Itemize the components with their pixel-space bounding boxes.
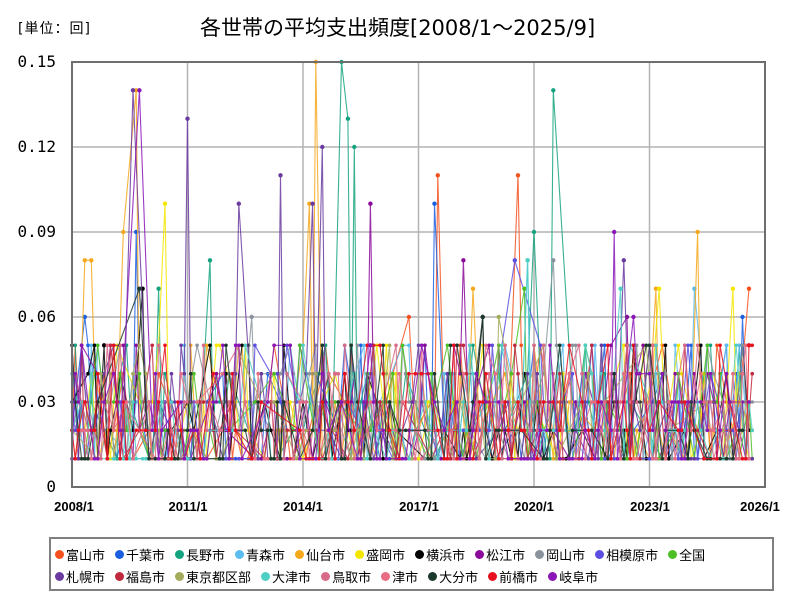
legend-swatch-icon <box>475 549 485 559</box>
x-tick: 2023/1 <box>630 499 670 514</box>
legend-swatch-icon <box>548 571 558 581</box>
legend-item: 大分市 <box>428 567 478 586</box>
legend-label: 鳥取市 <box>332 570 372 586</box>
legend-item: 全国 <box>668 545 705 564</box>
legend-swatch-icon <box>595 549 605 559</box>
legend-item: 大津市 <box>261 567 311 586</box>
legend-swatch-icon <box>115 571 125 581</box>
y-tick: 0.06 <box>17 307 56 326</box>
legend-swatch-icon <box>321 571 331 581</box>
legend-label: 仙台市 <box>306 548 346 564</box>
legend-item: 津市 <box>381 567 418 586</box>
x-tick: 2014/1 <box>283 499 323 514</box>
legend-label: 東京都区部 <box>186 570 252 586</box>
x-tick: 2011/1 <box>168 499 208 514</box>
legend-item: 富山市 <box>55 545 105 564</box>
legend-label: 横浜市 <box>426 548 466 564</box>
legend-item: 青森市 <box>235 545 285 564</box>
series-岐阜市 <box>70 88 751 461</box>
legend-swatch-icon <box>175 571 185 581</box>
legend-swatch-icon <box>115 549 125 559</box>
x-tick: 2026/1 <box>740 499 780 514</box>
legend-label: 前橋市 <box>499 570 539 586</box>
legend-item: 福島市 <box>115 567 165 586</box>
legend-label: 盛岡市 <box>366 548 406 564</box>
legend-swatch-icon <box>295 549 305 559</box>
legend-swatch-icon <box>175 549 185 559</box>
legend-item: 千葉市 <box>115 545 165 564</box>
legend-swatch-icon <box>535 549 545 559</box>
legend-label: 千葉市 <box>126 548 166 564</box>
legend-label: 相模原市 <box>606 548 659 564</box>
legend-label: 全国 <box>679 548 706 564</box>
legend-item: 札幌市 <box>55 567 105 586</box>
legend-swatch-icon <box>668 549 678 559</box>
legend-item: 横浜市 <box>415 545 465 564</box>
x-tick: 2017/1 <box>399 499 439 514</box>
legend-item: 相模原市 <box>595 545 658 564</box>
legend-item: 岡山市 <box>535 545 585 564</box>
legend-item: 長野市 <box>175 545 225 564</box>
legend-swatch-icon <box>355 549 365 559</box>
legend-item: 東京都区部 <box>175 567 251 586</box>
legend-item: 松江市 <box>475 545 525 564</box>
y-tick: 0.12 <box>17 137 56 156</box>
legend-label: 長野市 <box>186 548 226 564</box>
series-lines <box>70 59 754 461</box>
legend-swatch-icon <box>55 549 64 559</box>
y-tick: 0.15 <box>17 52 56 71</box>
chart-title: 各世帯の平均支出頻度[2008/1～2025/9] <box>200 16 596 40</box>
legend-label: 津市 <box>392 570 419 586</box>
legend-label: 大津市 <box>272 570 312 586</box>
y-tick: 0.03 <box>17 392 56 411</box>
legend-label: 岐阜市 <box>559 570 599 586</box>
legend-label: 札幌市 <box>66 570 106 586</box>
legend-label: 福島市 <box>126 570 166 586</box>
legend-swatch-icon <box>428 571 438 581</box>
legend-swatch-icon <box>55 571 64 581</box>
legend-label: 松江市 <box>486 548 526 564</box>
legend-item: 盛岡市 <box>355 545 405 564</box>
legend-swatch-icon <box>261 571 271 581</box>
legend-swatch-icon <box>235 549 245 559</box>
x-tick: 2020/1 <box>514 499 554 514</box>
legend-swatch-icon <box>415 549 425 559</box>
legend-label: 青森市 <box>246 548 286 564</box>
legend-label: 大分市 <box>439 570 479 586</box>
legend-item: 鳥取市 <box>321 567 371 586</box>
legend-item: 前橋市 <box>488 567 538 586</box>
legend-label: 富山市 <box>66 548 106 564</box>
legend-row: 札幌市 福島市 東京都区部 大津市 鳥取市 津市 大分市 前橋市 岐阜市 <box>55 566 608 586</box>
legend-item: 仙台市 <box>295 545 345 564</box>
legend-item: 岐阜市 <box>548 567 598 586</box>
legend-label: 岡山市 <box>546 548 586 564</box>
unit-label: [単位：回] <box>18 21 91 37</box>
chart-legend: 富山市 千葉市 長野市 青森市 仙台市 盛岡市 横浜市 松江市 岡山市 相模原市 全国 札幌市 福島市… <box>49 537 774 591</box>
x-tick: 2008/1 <box>54 499 94 514</box>
legend-swatch-icon <box>488 571 498 581</box>
legend-swatch-icon <box>381 571 391 581</box>
y-tick: 0 <box>46 477 56 496</box>
legend-row: 富山市 千葉市 長野市 青森市 仙台市 盛岡市 横浜市 松江市 岡山市 相模原市 全国 <box>55 544 715 564</box>
y-tick: 0.09 <box>17 222 56 241</box>
